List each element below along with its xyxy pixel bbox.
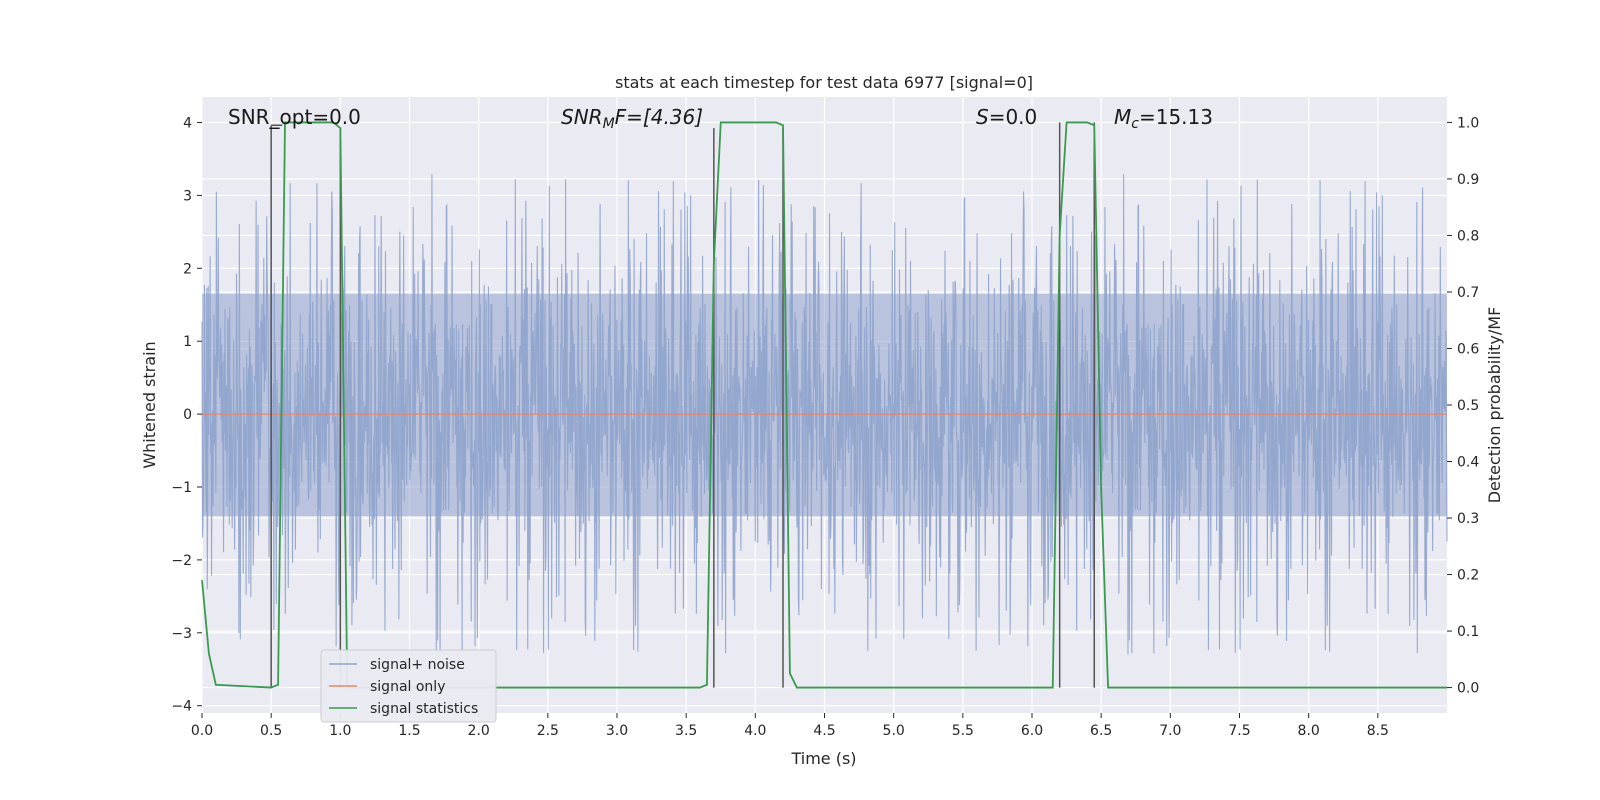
y-left-tick-label: −2 [171, 553, 192, 569]
annotation-snr-opt: SNR_opt=0.0 [228, 105, 361, 129]
signal-statistics-series [201, 121, 1447, 689]
x-axis-label: Time (s) [790, 749, 856, 768]
legend: signal+ noise signal only signal statist… [320, 649, 497, 723]
y-right-tick-label: 0.4 [1457, 455, 1479, 471]
x-tick-label: 6.5 [1090, 723, 1112, 739]
y-right-tick-label: 0.9 [1457, 172, 1479, 188]
x-tick-label: 2.5 [537, 723, 559, 739]
x-axis-ticks: 0.0 0.5 1.0 1.5 2.0 2.5 3.0 3.5 4.0 4.5 5.0 5.5 6.0 6… [191, 713, 1389, 739]
y-right-tick-label: 0.6 [1457, 341, 1479, 357]
y-right-tick-label: 0.3 [1457, 511, 1479, 527]
x-tick-label: 0.5 [260, 723, 282, 739]
x-tick-label: 7.5 [1228, 723, 1250, 739]
annotation-snr-mf-base: SNR [561, 105, 603, 129]
x-tick-label: 5.0 [883, 723, 905, 739]
signal-noise-series [201, 174, 1448, 655]
y-right-axis-label: Detection probability/MF [1485, 307, 1504, 504]
x-tick-label: 2.0 [468, 723, 490, 739]
x-tick-label: 0.0 [191, 723, 213, 739]
annotation-s: S=0.0 [976, 105, 1037, 129]
annotation-s-base: S [976, 105, 989, 129]
y-left-tick-label: 1 [183, 334, 192, 350]
annotation-snr-mf: SNRMF=[4.36] [561, 105, 703, 132]
x-tick-label: 5.5 [952, 723, 974, 739]
y-left-tick-label: 4 [183, 116, 192, 132]
y-right-axis-ticks: 1.0 0.9 0.8 0.7 0.6 0.5 0.4 0.3 0.2 0.1 0.0 [1447, 115, 1479, 697]
x-tick-label: 1.0 [329, 723, 351, 739]
legend-label-signal-statistics: signal statistics [370, 701, 478, 717]
y-right-tick-label: 0.5 [1457, 398, 1479, 414]
annotation-snr-mf-rest: F=[4.36] [615, 105, 703, 129]
y-right-tick-label: 0.2 [1457, 568, 1479, 584]
y-right-tick-label: 0.0 [1457, 681, 1479, 697]
legend-label-signal-noise: signal+ noise [370, 657, 465, 673]
y-left-tick-label: −1 [171, 480, 192, 496]
legend-box [320, 649, 497, 723]
x-tick-label: 3.0 [606, 723, 628, 739]
x-tick-label: 4.0 [744, 723, 766, 739]
annotation-mc-sub: c [1131, 116, 1139, 132]
annotation-snr-mf-sub: M [603, 116, 615, 132]
annotation-mc-base: M [1114, 105, 1131, 129]
signal-noise-line [201, 174, 1448, 655]
y-right-tick-label: 0.1 [1457, 624, 1479, 640]
x-tick-label: 7.0 [1159, 723, 1181, 739]
legend-label-signal-only: signal only [370, 679, 445, 695]
x-tick-label: 4.5 [813, 723, 835, 739]
y-left-tick-label: −3 [171, 626, 192, 642]
x-tick-label: 3.5 [675, 723, 697, 739]
y-left-axis-label: Whitened strain [140, 341, 159, 468]
y-left-tick-label: 2 [183, 261, 192, 277]
y-right-tick-label: 0.7 [1457, 285, 1479, 301]
y-right-tick-label: 0.8 [1457, 228, 1479, 244]
x-tick-label: 8.5 [1367, 723, 1389, 739]
x-tick-label: 8.0 [1298, 723, 1320, 739]
vertical-markers [270, 122, 1095, 688]
chart-title: stats at each timestep for test data 697… [615, 73, 1033, 92]
x-tick-label: 1.5 [398, 723, 420, 739]
y-left-tick-label: 3 [183, 188, 192, 204]
plot-area [201, 121, 1448, 689]
x-tick-label: 6.0 [1021, 723, 1043, 739]
annotation-s-rest: =0.0 [989, 105, 1038, 129]
annotation-mc-rest: =15.13 [1139, 105, 1213, 129]
y-right-tick-label: 1.0 [1457, 115, 1479, 131]
annotation-mc: Mc=15.13 [1114, 105, 1213, 132]
signal-statistics-line [201, 121, 1447, 689]
y-left-tick-label: 0 [183, 407, 192, 423]
y-left-axis-ticks: 4 3 2 1 0 −1 −2 −3 −4 [171, 116, 202, 715]
y-left-tick-label: −4 [171, 699, 192, 715]
